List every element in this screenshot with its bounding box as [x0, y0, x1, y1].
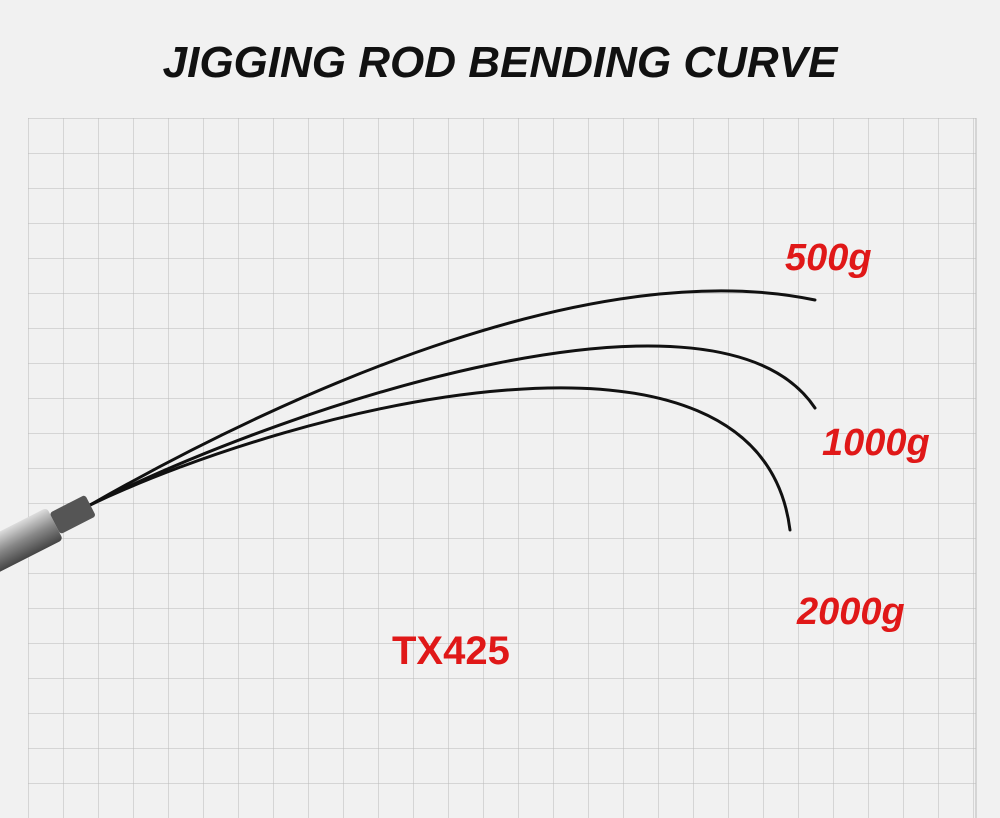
- curve-label: 2000g: [796, 591, 905, 633]
- curve-1000g: [88, 344, 817, 507]
- rod-handle: [0, 495, 95, 582]
- grid: [28, 118, 976, 818]
- title: JIGGING ROD BENDING CURVE: [163, 38, 839, 87]
- curve-label: 500g: [785, 237, 872, 279]
- rod-curves: [88, 289, 817, 532]
- model-name: TX425: [392, 629, 510, 673]
- curve-label: 1000g: [822, 422, 930, 464]
- curve-500g: [88, 289, 817, 507]
- curve-2000g: [88, 386, 792, 532]
